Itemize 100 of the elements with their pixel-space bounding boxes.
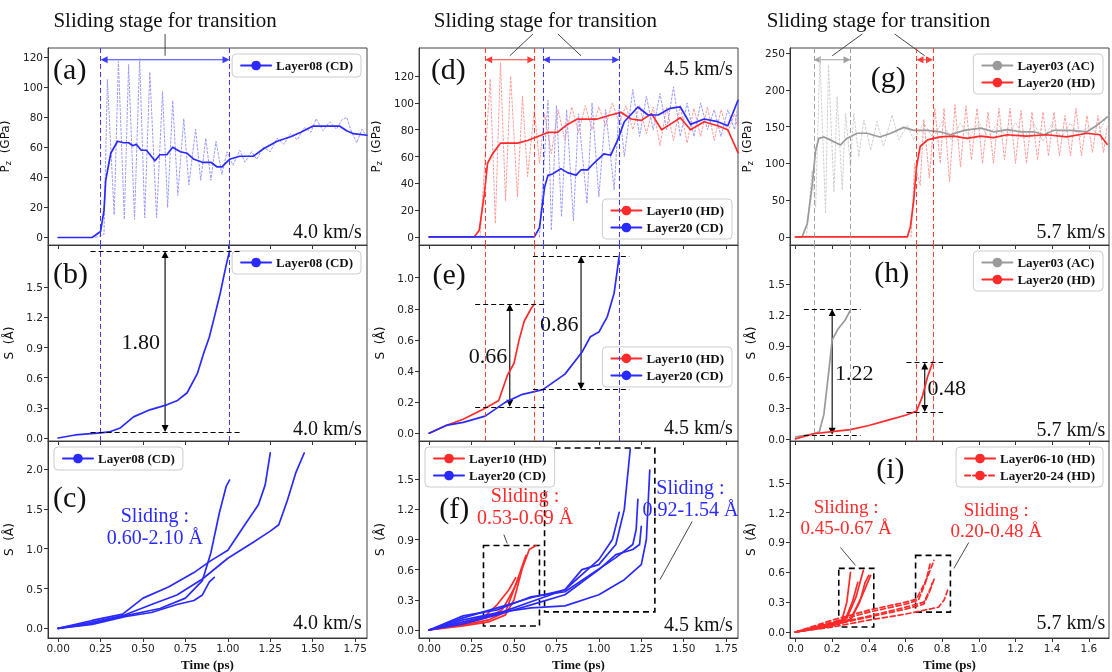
- y-tick-label: 0.9: [397, 533, 414, 546]
- y-axis-title: S (Å): [743, 523, 759, 556]
- x-tick-label: 0.25: [88, 641, 113, 654]
- legend-label: Layer10 (HD): [646, 203, 725, 218]
- x-tick-label: 1.6: [1080, 641, 1098, 654]
- y-tick-label: 1.2: [26, 311, 43, 324]
- y-axis-title: Pz (GPa): [369, 120, 384, 173]
- y-tick-label: 150: [764, 120, 785, 133]
- chart-title: Sliding stage for transition: [53, 8, 278, 32]
- annotation: 5.7 km/s: [1036, 611, 1106, 634]
- y-axis-title: Pz (GPa): [0, 120, 13, 173]
- legend-label: Layer08 (CD): [276, 255, 354, 270]
- y-tick-label: 0.0: [26, 622, 43, 635]
- annotation: Sliding : 0.60-2.10 Å: [106, 503, 204, 548]
- legend-label: Layer20 (CD): [646, 220, 724, 235]
- y-axis-title: Pz (GPa): [740, 120, 755, 173]
- y-tick-label: 0.9: [768, 340, 785, 353]
- y-tick-label: 2.0: [26, 462, 43, 475]
- x-axis-title: Time (ps): [181, 656, 234, 672]
- y-axis-title: S (Å): [372, 326, 388, 360]
- legend-label: Layer10 (HD): [469, 451, 547, 466]
- y-tick-label: 1.5: [768, 278, 785, 291]
- y-tick-label: 1.0: [397, 271, 414, 284]
- y-tick-label: 0.6: [768, 371, 786, 384]
- y-tick-label: 1.2: [397, 503, 414, 516]
- annotation: 1.22: [834, 359, 874, 385]
- legend-label: Layer03 (AC): [1017, 58, 1095, 73]
- legend-label: Layer20-24 (HD): [1000, 468, 1095, 483]
- x-tick-label: 0.00: [417, 641, 441, 654]
- legend-label: Layer10 (HD): [646, 350, 725, 366]
- y-tick-label: 0: [36, 231, 43, 244]
- y-tick-label: 0.5: [26, 582, 43, 595]
- x-tick-label: 0.4: [860, 641, 878, 654]
- annotation: (g): [870, 59, 906, 94]
- annotation: 4.0 km/s: [293, 611, 363, 634]
- y-tick-label: 250: [764, 47, 785, 60]
- annotation: 1.80: [121, 328, 160, 354]
- x-tick-label: 1.0: [970, 641, 988, 654]
- y-tick-label: 1.0: [26, 542, 43, 555]
- annotation: 4.5 km/s: [664, 612, 734, 635]
- y-tick-label: 0.4: [397, 365, 415, 377]
- y-tick-label: 40: [29, 171, 43, 184]
- y-tick-label: 20: [400, 204, 414, 217]
- annotation: 4.5 km/s: [664, 416, 734, 438]
- y-tick-label: 0.6: [397, 563, 415, 576]
- x-tick-label: 0.25: [459, 641, 484, 654]
- x-tick-label: 0.75: [173, 641, 198, 654]
- y-tick-label: 0.3: [768, 596, 785, 609]
- x-axis-title: Time (ps): [923, 656, 976, 672]
- annotation: (a): [53, 51, 87, 86]
- y-tick-label: 0.6: [768, 566, 786, 579]
- y-tick-label: 100: [764, 157, 785, 170]
- legend-label: Layer20 (HD): [1017, 75, 1096, 90]
- x-tick-label: 1.50: [301, 641, 325, 654]
- y-tick-label: 1.2: [768, 309, 785, 322]
- annotation: 4.5 km/s: [664, 57, 734, 80]
- legend-label: Layer06-10 (HD): [1000, 451, 1095, 466]
- chart-title: Sliding stage for transition: [766, 8, 991, 32]
- y-tick-label: 0.3: [768, 401, 785, 414]
- y-tick-label: 80: [400, 123, 414, 136]
- y-tick-label: 0.0: [768, 626, 785, 639]
- annotation: (h): [874, 254, 910, 289]
- x-tick-label: 0.6: [897, 641, 915, 654]
- y-tick-label: 0.0: [26, 431, 43, 444]
- y-axis-title: S (Å): [1, 326, 17, 360]
- y-tick-label: 100: [393, 96, 414, 109]
- y-tick-label: 1.5: [26, 281, 43, 294]
- y-tick-label: 0.6: [397, 333, 415, 346]
- y-tick-label: 0.6: [26, 371, 44, 384]
- x-axis-title: Time (ps): [552, 656, 605, 672]
- x-tick-label: 1.25: [629, 641, 653, 654]
- y-tick-label: 80: [29, 111, 43, 124]
- y-tick-label: 100: [22, 81, 43, 94]
- y-tick-label: 50: [771, 194, 785, 207]
- y-tick-label: 1.5: [768, 476, 785, 489]
- annotation: Sliding : 0.53-0.69 Å: [477, 484, 574, 529]
- annotation: (i): [876, 450, 905, 485]
- y-tick-label: 60: [29, 141, 43, 154]
- x-tick-label: 0.0: [787, 641, 804, 654]
- x-tick-label: 1.4: [1043, 641, 1061, 654]
- annotation: (f): [439, 490, 470, 525]
- annotation: 4.0 km/s: [293, 220, 363, 243]
- legend-label: Layer08 (CD): [276, 58, 354, 73]
- annotation: 0.66: [468, 342, 508, 368]
- y-tick-label: 1.5: [26, 502, 43, 515]
- y-tick-label: 0.9: [26, 341, 43, 354]
- annotation: (d): [430, 51, 466, 86]
- legend-label: Layer20 (CD): [469, 468, 546, 483]
- legend-label: Layer08 (CD): [98, 451, 175, 466]
- annotation: (e): [432, 256, 466, 291]
- x-tick-label: 1.00: [216, 641, 240, 654]
- y-tick-label: 40: [400, 177, 414, 190]
- x-tick-label: 0.00: [46, 641, 70, 654]
- y-tick-label: 20: [29, 201, 43, 214]
- x-tick-label: 0.50: [131, 641, 155, 654]
- chart-title: Sliding stage for transition: [433, 8, 658, 32]
- y-tick-label: 0.2: [397, 396, 414, 409]
- y-tick-label: 0.0: [397, 623, 414, 636]
- y-tick-label: 1.5: [397, 473, 414, 486]
- y-tick-label: 0.9: [768, 536, 785, 549]
